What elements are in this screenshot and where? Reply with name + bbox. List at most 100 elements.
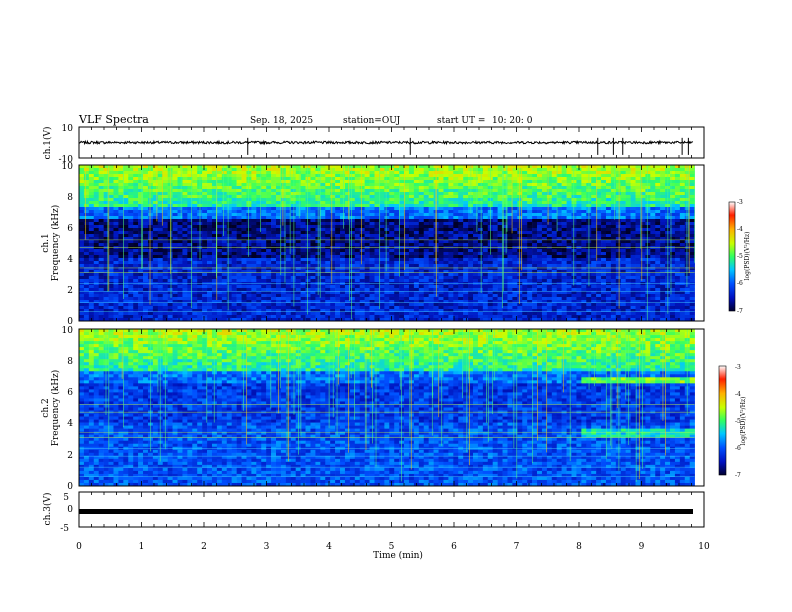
spectrogram-cell [305,222,311,226]
spectrogram-cell [512,216,518,220]
spectrogram-cell [143,261,149,265]
spectrogram-cell [172,183,178,187]
spectrogram-cell [147,234,154,238]
spectrogram-cell [551,186,558,190]
spectrogram-cell [172,177,178,181]
spectrogram-cell [438,231,444,235]
spectrogram-cell [310,273,316,277]
spectrogram-cell [256,216,262,220]
spectrogram-cell [468,264,474,268]
spectrogram-cell [601,189,607,193]
spectrogram-cell [359,183,365,187]
spectrogram-cell [330,273,336,277]
spectrogram-cell [408,279,415,283]
spectrogram-cell [374,201,380,205]
spectrogram-cell [344,177,351,181]
spectrogram-cell [404,219,410,223]
ch1-spectrogram-panel: 0 2 4 6 8 10 ch.1 Frequency (kHz) -3 -4 … [41,162,751,327]
spectrogram-cell [266,234,272,238]
spectrogram-cell [645,171,651,175]
spectrogram-cell [517,225,523,229]
spectrogram-cell [93,189,99,193]
spectrogram-cell [596,255,602,259]
spectrogram-cell [399,237,405,241]
spectrogram-cell [601,207,607,211]
spectrogram-cell [177,231,183,235]
spectrogram-cell [468,276,474,280]
spectrogram-cell [364,195,370,199]
spectrogram-cell [689,195,695,199]
spectrogram-cell [512,219,518,223]
spectrogram-cell [192,186,198,190]
spectrogram-cell [79,210,85,214]
spectrogram-cell [290,276,296,280]
spectrogram-cell [364,258,370,262]
spectrogram-cell [453,264,459,268]
spectrogram-cell [79,213,85,217]
spectrogram-cell [591,264,597,268]
spectrogram-cell [261,189,267,193]
spectrogram-cell [482,252,489,256]
spectrogram-cell [216,255,223,259]
spectrogram-cell [502,279,508,283]
spectrogram-cell [241,195,247,199]
spectrogram-cell [389,258,395,262]
spectrogram-cell [202,183,208,187]
spectrogram-cell [118,270,124,274]
spectrogram-cell [443,165,449,169]
spectrogram-cell [344,225,351,229]
spectrogram-cell [143,171,149,175]
spectrogram-cell [389,192,395,196]
spectrogram-cell [670,240,676,244]
spectrogram-cell [645,198,651,202]
spectrogram-cell [492,231,498,235]
spectrogram-cell [532,219,538,223]
spectrogram-cell [532,198,538,202]
spectrogram-cell [364,270,370,274]
spectrogram-cell [79,258,85,262]
spectrogram-cell [423,174,429,178]
spectrogram-cell [645,213,651,217]
spectrogram-cell [408,165,415,169]
spectrogram-cell [285,189,292,193]
spectrogram-cell [610,213,617,217]
spectrogram-cell [384,240,390,244]
spectrogram-cell [615,183,622,187]
spectrogram-cell [211,231,218,235]
spectrogram-cell [280,255,287,259]
spectrogram-cell [487,276,493,280]
spectrogram-cell [507,228,513,232]
spectrogram-cell [625,276,631,280]
spectrogram-cell [625,255,631,259]
spectrogram-cell [674,237,681,241]
spectrogram-cell [147,174,154,178]
spectrogram-cell [541,264,548,268]
spectrogram-cell [413,255,420,259]
spectrogram-cell [300,276,306,280]
spectrogram-cell [133,264,139,268]
spectrogram-cell [404,279,410,283]
spectrogram-cell [147,192,154,196]
spectrogram-cell [561,273,567,277]
spectrogram-cell [256,186,262,190]
spectrogram-cell [413,279,420,283]
spectrogram-cell [610,279,617,283]
spectrogram-cell [679,213,686,217]
spectrogram-cell [374,207,380,211]
spectrogram-cell [537,216,543,220]
spectrogram-cell [413,171,420,175]
spectrogram-cell [689,231,695,235]
spectrogram-cell [522,279,528,283]
spectrogram-cell [473,219,479,223]
spectrogram-cell [300,189,306,193]
spectrogram-cell [359,264,365,268]
spectrogram-cell [147,267,154,271]
spectrogram-cell [512,213,518,217]
spectrogram-cell [379,174,385,178]
spectrogram-cell [596,243,602,247]
spectrogram-cell [566,183,572,187]
spectrogram-cell [458,174,464,178]
spectrogram-cell [458,237,464,241]
spectrogram-cell [182,180,188,184]
spectrogram-cell [404,207,410,211]
